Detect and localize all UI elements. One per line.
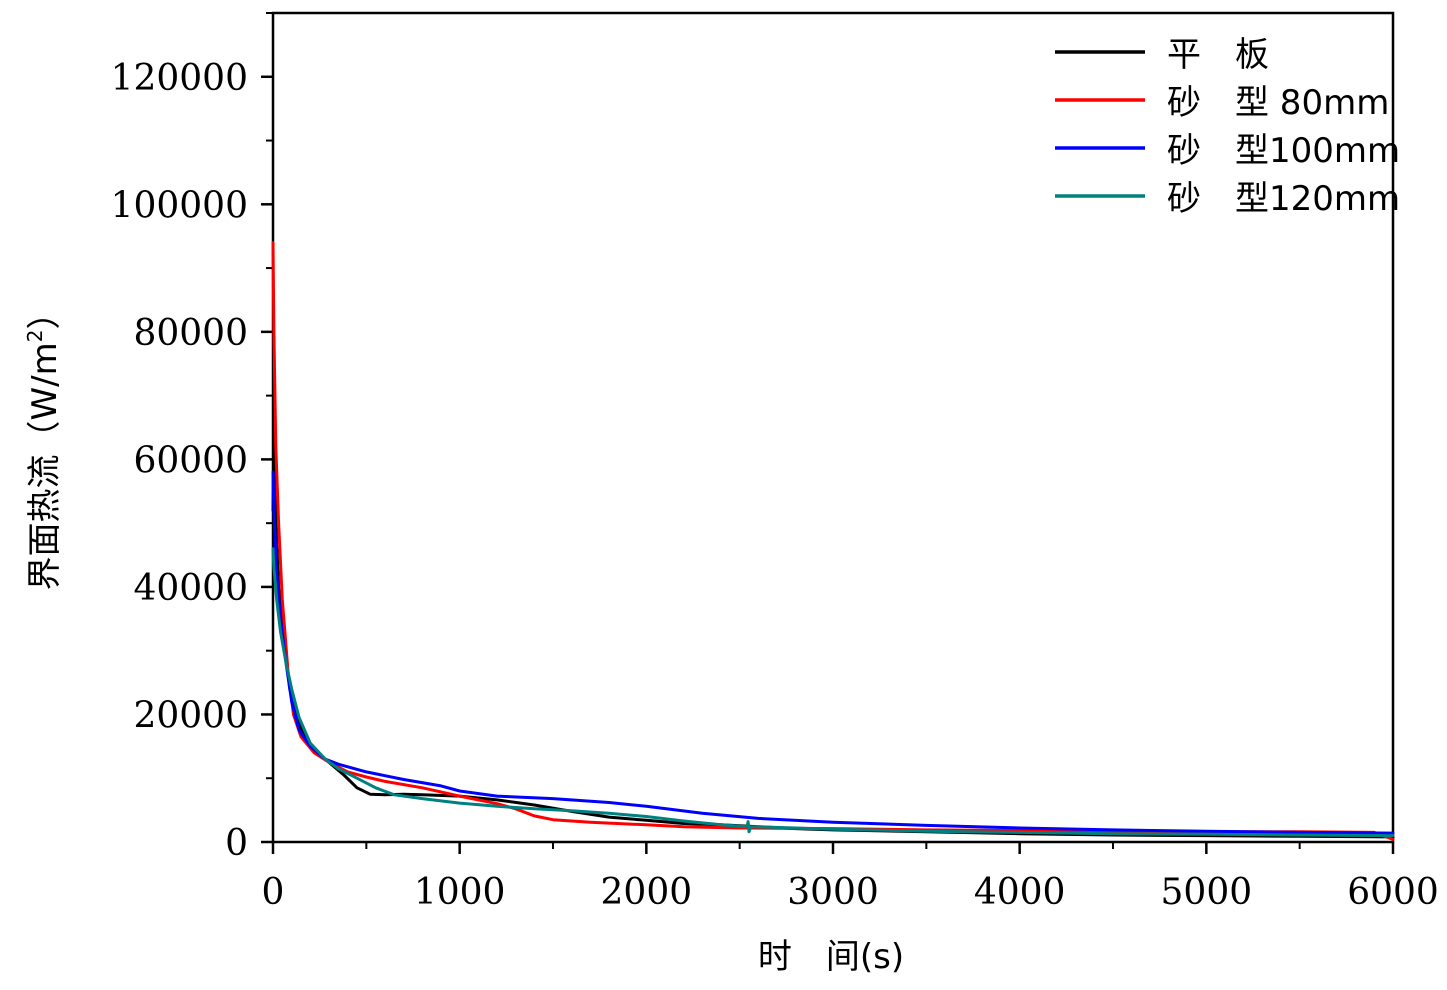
y-tick-label: 100000 [111, 185, 248, 226]
legend: 平 板砂 型 80mm 砂 型100mm 砂 型120mm [1055, 35, 1400, 219]
x-tick-label: 6000 [1347, 872, 1439, 913]
y-tick-label: 40000 [133, 568, 248, 609]
series-line [271, 426, 1395, 839]
x-tick-label: 4000 [974, 872, 1066, 913]
x-tick-label: 0 [262, 872, 285, 913]
y-tick-label: 80000 [133, 313, 248, 354]
y-axis-title: 界面热流（W/m2） [23, 296, 65, 591]
series-line [271, 470, 1395, 835]
legend-label: 砂 型100mm [1167, 131, 1400, 171]
y-tick-label: 120000 [111, 58, 248, 99]
y-axis: 0 20000 40000 60000 80000 100000 120000 [111, 12, 273, 864]
x-axis: 0 1000 2000 3000 4000 5000 6000 [262, 842, 1439, 913]
series-line [271, 241, 1395, 841]
legend-label: 平 板 [1167, 35, 1269, 75]
x-tick-label: 5000 [1161, 872, 1253, 913]
y-axis-title-close: ） [25, 296, 65, 330]
y-tick-label: 20000 [133, 695, 248, 736]
legend-label: 砂 型 80mm [1167, 83, 1389, 123]
y-tick-label: 60000 [133, 440, 248, 481]
x-tick-label: 2000 [601, 872, 693, 913]
y-axis-title-superscript: 2 [23, 330, 47, 343]
y-axis-title-main: 界面热流（W/m [25, 342, 65, 590]
legend-label: 砂 型120mm [1167, 179, 1400, 219]
series-line [271, 547, 1395, 838]
x-tick-label: 1000 [414, 872, 506, 913]
y-tick-label: 0 [225, 823, 248, 864]
x-tick-label: 3000 [787, 872, 879, 913]
series-layer [271, 241, 1395, 841]
x-axis-title: 时 间(s) [758, 937, 904, 977]
